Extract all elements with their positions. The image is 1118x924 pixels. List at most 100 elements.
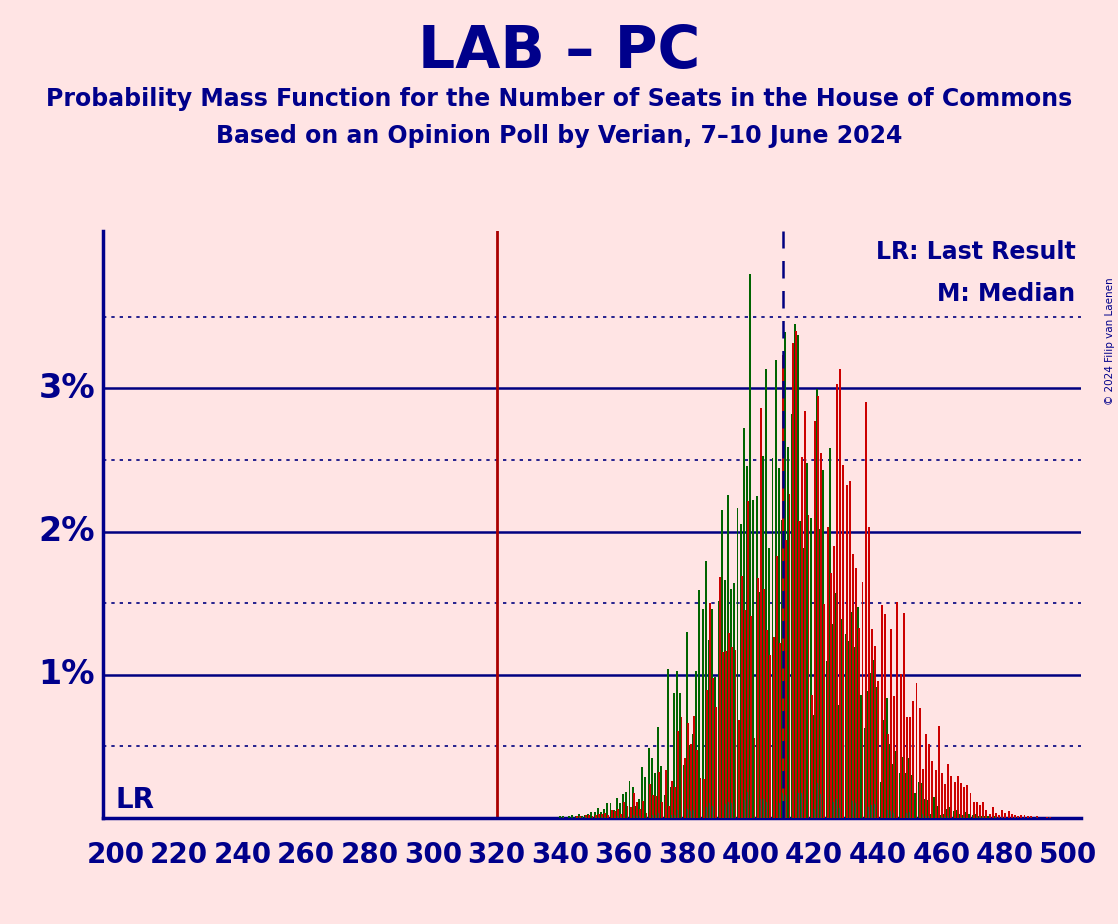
Bar <box>667 806 670 818</box>
Bar <box>930 814 932 818</box>
Bar <box>1021 815 1022 818</box>
Bar <box>923 799 926 818</box>
Bar <box>664 771 666 818</box>
Bar <box>626 806 628 818</box>
Text: LAB – PC: LAB – PC <box>418 23 700 80</box>
Bar <box>645 813 647 818</box>
Bar <box>784 333 786 818</box>
Bar <box>836 384 838 818</box>
Bar <box>908 758 910 818</box>
Bar <box>595 815 597 818</box>
Bar <box>979 805 980 818</box>
Bar <box>718 601 719 818</box>
Bar <box>877 687 879 818</box>
Bar <box>821 453 822 818</box>
Bar <box>904 773 907 818</box>
Bar <box>866 690 869 818</box>
Bar <box>982 816 983 818</box>
Bar <box>802 457 803 818</box>
Bar <box>902 757 903 818</box>
Bar <box>584 815 586 818</box>
Bar <box>838 705 840 818</box>
Bar <box>723 579 726 818</box>
Bar <box>885 699 888 818</box>
Bar <box>887 734 889 818</box>
Bar <box>683 765 684 818</box>
Text: 320: 320 <box>467 841 525 869</box>
Bar <box>623 795 624 818</box>
Bar <box>828 447 831 818</box>
Bar <box>925 734 927 818</box>
Bar <box>1007 811 1010 818</box>
Text: M: Median: M: Median <box>937 282 1076 306</box>
Bar <box>844 634 846 818</box>
Bar <box>676 672 679 818</box>
Bar <box>714 677 717 818</box>
Bar <box>897 602 899 818</box>
Bar <box>942 813 945 818</box>
Bar <box>880 782 881 818</box>
Bar <box>883 720 884 818</box>
Bar <box>944 784 946 818</box>
Bar <box>806 463 808 818</box>
Bar <box>699 590 700 818</box>
Bar <box>994 816 996 818</box>
Text: Based on an Opinion Poll by Verian, 7–10 June 2024: Based on an Opinion Poll by Verian, 7–10… <box>216 124 902 148</box>
Bar <box>619 803 620 818</box>
Bar <box>690 744 692 818</box>
Bar <box>747 502 749 818</box>
Bar <box>773 637 775 818</box>
Bar <box>963 815 964 818</box>
Bar <box>759 592 760 818</box>
Bar <box>847 641 850 818</box>
Bar <box>823 470 824 818</box>
Bar <box>798 520 800 818</box>
Text: 480: 480 <box>976 841 1034 869</box>
Bar <box>795 331 797 818</box>
Bar <box>708 639 710 818</box>
Bar <box>909 716 911 818</box>
Bar <box>947 764 949 818</box>
Bar <box>655 796 657 818</box>
Bar <box>1017 816 1020 818</box>
Text: 220: 220 <box>150 841 208 869</box>
Bar <box>800 521 802 818</box>
Bar <box>654 773 656 818</box>
Bar <box>597 808 599 818</box>
Text: 2%: 2% <box>38 515 95 548</box>
Bar <box>893 696 896 818</box>
Bar <box>620 814 622 818</box>
Text: 380: 380 <box>659 841 717 869</box>
Bar <box>681 717 682 818</box>
Bar <box>817 396 819 818</box>
Bar <box>966 785 968 818</box>
Bar <box>757 578 759 818</box>
Bar <box>735 650 737 818</box>
Bar <box>881 605 882 818</box>
Text: © 2024 Filip van Laenen: © 2024 Filip van Laenen <box>1105 277 1115 405</box>
Bar <box>797 335 799 818</box>
Bar <box>719 577 720 818</box>
Bar <box>964 787 965 818</box>
Bar <box>756 495 758 818</box>
Bar <box>760 408 761 818</box>
Bar <box>794 324 796 818</box>
Bar <box>809 517 812 818</box>
Bar <box>636 802 638 818</box>
Bar <box>689 745 691 818</box>
Bar <box>940 815 941 818</box>
Bar <box>673 693 675 818</box>
Bar <box>935 770 937 818</box>
Bar <box>697 750 699 818</box>
Bar <box>745 611 746 818</box>
Bar <box>776 556 778 818</box>
Bar <box>949 808 951 818</box>
Bar <box>598 813 600 818</box>
Bar <box>859 627 860 818</box>
Bar <box>601 814 603 818</box>
Bar <box>781 519 783 818</box>
Text: LR: LR <box>115 786 154 814</box>
Bar <box>769 655 771 818</box>
Bar <box>804 410 806 818</box>
Bar <box>900 675 901 818</box>
